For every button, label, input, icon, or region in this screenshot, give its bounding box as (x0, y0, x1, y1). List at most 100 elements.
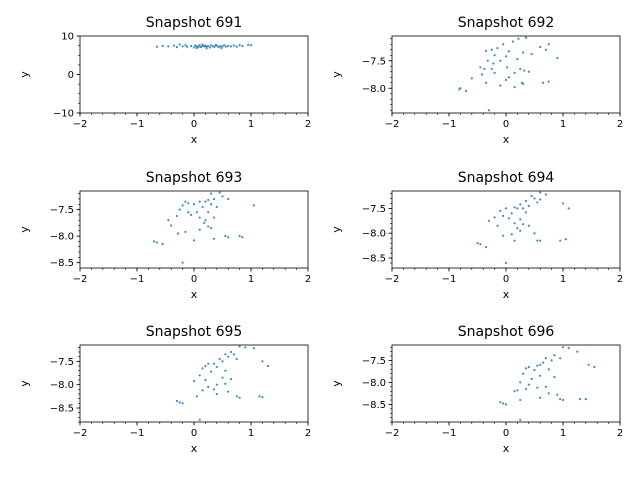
x-tick-label: −2 (385, 274, 400, 285)
subplot-5: −2 −1 0 1 2 −7.5 −8.0 −8.5 Snapshot 695 x y (18, 324, 311, 455)
scatter-point (484, 81, 488, 84)
scatter-point (247, 43, 250, 46)
scatter-point (507, 50, 510, 53)
y-tick-label: −8.0 (362, 229, 386, 240)
x-axis-label: x (191, 133, 198, 146)
scatter-point (504, 78, 508, 82)
scatter-point (190, 213, 193, 216)
scatter-points (155, 43, 253, 50)
scatter-point (244, 346, 247, 349)
y-tick-label: −7.5 (50, 205, 74, 216)
scatter-point (487, 219, 490, 222)
scatter-point (181, 204, 184, 207)
scatter-point (479, 243, 482, 246)
scatter-point (192, 203, 196, 206)
x-tick-label: 2 (617, 119, 623, 130)
x-tick-label: 0 (191, 428, 197, 439)
scatter-point (195, 46, 198, 50)
scatter-point (201, 43, 204, 46)
scatter-point (221, 45, 224, 48)
scatter-point (556, 56, 559, 60)
scatter-point (217, 46, 220, 49)
y-tick-label: −8.0 (362, 378, 386, 389)
x-tick-label: 0 (191, 274, 197, 285)
scatter-points (153, 191, 255, 264)
scatter-point (194, 44, 197, 47)
scatter-point (201, 205, 204, 209)
subplot-4: −2 −1 0 1 2 −7.5 −8.0 −8.5 Snapshot 694 x y (330, 170, 623, 301)
y-axis-label: y (18, 71, 31, 78)
scatter-point (522, 82, 525, 85)
y-tick-label: −10 (53, 109, 74, 120)
x-tick-label: −1 (442, 428, 457, 439)
subplot-title: Snapshot 694 (458, 170, 555, 186)
scatter-point (211, 45, 214, 48)
scatter-point (224, 235, 227, 238)
scatter-point (561, 202, 565, 205)
scatter-point (198, 200, 201, 203)
x-tick-label: −2 (385, 119, 400, 130)
scatter-point (204, 219, 207, 222)
scatter-point (207, 385, 210, 389)
scatter-point (238, 396, 241, 399)
scatter-point (496, 224, 499, 227)
scatter-point (510, 233, 513, 236)
scatter-point (232, 44, 235, 47)
x-tick-label: 1 (560, 428, 566, 439)
scatter-point (493, 71, 496, 74)
scatter-point (513, 222, 516, 225)
y-axis-label: y (330, 71, 343, 78)
scatter-point (553, 376, 556, 379)
x-tick-label: 1 (248, 428, 254, 439)
scatter-point (544, 357, 548, 360)
scatter-point (564, 238, 567, 241)
scatter-point (470, 77, 473, 80)
scatter-point (224, 369, 227, 372)
scatter-point (533, 232, 536, 235)
scatter-point (506, 66, 509, 69)
scatter-point (210, 44, 213, 47)
scatter-point (224, 45, 228, 48)
scatter-point (224, 353, 227, 356)
scatter-point (544, 385, 548, 388)
scatter-point (218, 191, 221, 194)
scatter-point (593, 365, 596, 369)
x-tick-label: −1 (442, 119, 457, 130)
scatter-point (513, 390, 516, 393)
y-tick-label: −7.5 (362, 356, 386, 367)
scatter-point (178, 401, 181, 404)
x-tick-label: 2 (617, 274, 623, 285)
scatter-point (487, 109, 490, 112)
scatter-point (522, 372, 525, 375)
scatter-point (167, 45, 170, 48)
scatter-point (492, 62, 495, 65)
scatter-point (513, 206, 516, 209)
scatter-point (510, 212, 513, 215)
scatter-point (523, 69, 526, 72)
scatter-point (579, 398, 582, 401)
scatter-point (516, 227, 519, 230)
scatter-point (190, 44, 193, 48)
scatter-point (153, 240, 156, 243)
scatter-point (541, 81, 545, 84)
y-axis-label: y (18, 226, 31, 233)
scatter-point (584, 398, 587, 401)
scatter-point (207, 211, 210, 214)
scatter-point (167, 219, 170, 222)
x-axis-label: x (503, 133, 510, 146)
scatter-point (553, 354, 556, 357)
scatter-point (513, 86, 516, 89)
y-tick-label: −7.5 (362, 56, 386, 67)
scatter-point (556, 393, 559, 396)
scatter-point (232, 353, 235, 356)
scatter-point (161, 243, 164, 246)
scatter-point (201, 44, 204, 48)
scatter-point (212, 216, 216, 219)
scatter-point (198, 228, 201, 231)
scatter-point (504, 261, 508, 265)
scatter-point (536, 201, 539, 204)
scatter-point (210, 227, 213, 230)
scatter-point (161, 44, 164, 48)
subplot-2: −2 −1 0 1 2 −7.5 −8.0 Snapshot 692 x y (330, 15, 623, 146)
